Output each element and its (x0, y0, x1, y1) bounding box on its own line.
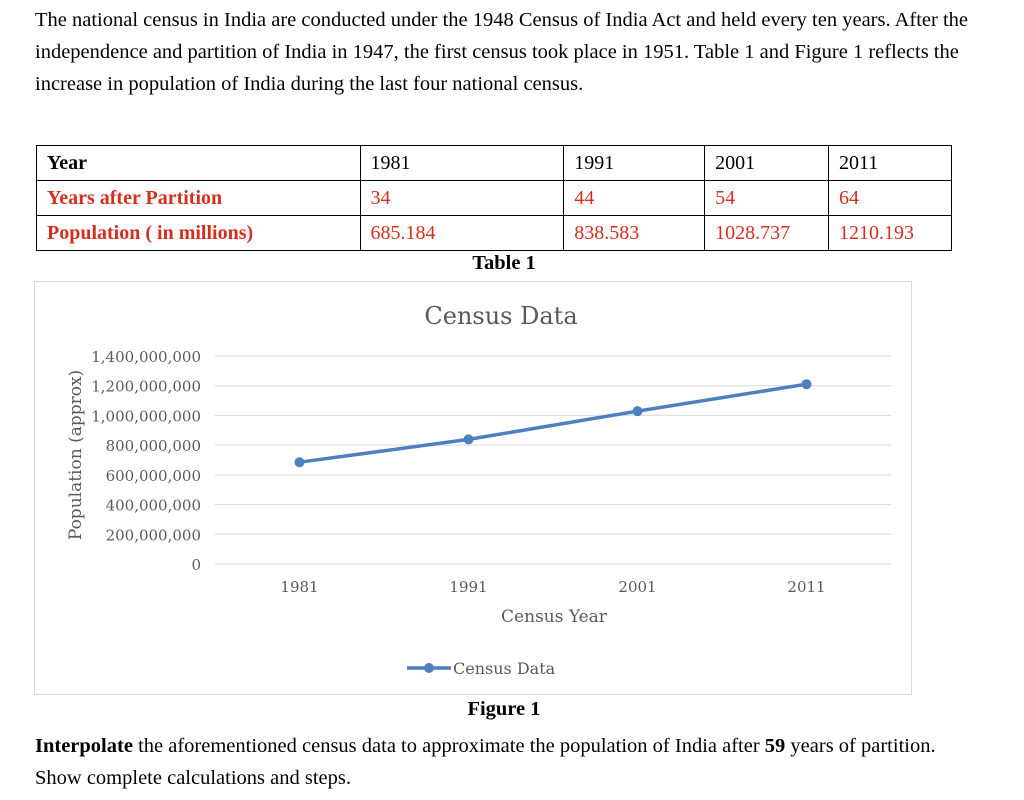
chart-canvas: Census Data Census Year Population (appr… (66, 302, 891, 678)
data-point (463, 434, 474, 445)
question-bold-years: 59 (764, 735, 786, 757)
series-line (299, 382, 807, 464)
y-tick-label: 200,000,000 (106, 526, 201, 544)
table-row-years-after-partition: Years after Partition 34 44 54 64 (36, 180, 952, 216)
row-label: Years after Partition (36, 180, 361, 216)
y-tick-label: 800,000,000 (106, 437, 201, 455)
legend: Census Data (407, 659, 556, 678)
census-chart: Census Data Census Year Population (appr… (34, 281, 912, 695)
table-cell: 685.184 (359, 215, 565, 251)
table-row-year: Year 1981 1991 2001 2011 (36, 145, 952, 181)
intro-paragraph: The national census in India are conduct… (35, 9, 969, 95)
question-part-b: years of partition. Show complete calcul… (35, 735, 936, 789)
y-tick-labels: 0 200,000,000 400,000,000 600,000,000 800,00… (91, 348, 201, 574)
table-cell: 1028.737 (704, 215, 830, 251)
y-tick-label: 1,000,000,000 (91, 407, 201, 425)
x-tick-label: 1991 (449, 578, 487, 596)
y-tick-label: 0 (191, 556, 201, 574)
y-tick-label: 1,400,000,000 (91, 348, 201, 366)
table-cell: 54 (704, 180, 830, 216)
figure-caption: Figure 1 (467, 698, 541, 720)
table-cell: 838.583 (563, 215, 706, 251)
table-cell: 64 (828, 180, 952, 216)
question-text: Interpolate the aforementioned census da… (35, 730, 985, 794)
census-table: Year 1981 1991 2001 2011 Years after Par… (36, 145, 952, 251)
y-tick-label: 1,200,000,000 (91, 378, 201, 396)
table-cell: 34 (359, 180, 565, 216)
x-axis-title: Census Year (501, 607, 608, 627)
table-cell: 1210.193 (828, 215, 952, 251)
table-cell: 44 (563, 180, 706, 216)
y-tick-label: 600,000,000 (106, 467, 201, 485)
chart-title: Census Data (424, 302, 577, 330)
y-axis-title: Population (approx) (66, 370, 86, 540)
gridlines (215, 355, 891, 565)
table-caption: Table 1 (472, 252, 536, 274)
table-cell: 1981 (359, 145, 565, 181)
y-tick-label: 400,000,000 (106, 497, 201, 515)
table-row-population: Population ( in millions) 685.184 838.58… (36, 215, 952, 251)
x-tick-labels: 1981 1991 2001 2011 (280, 578, 825, 596)
data-point (801, 379, 812, 390)
legend-label: Census Data (453, 659, 556, 678)
data-point (632, 406, 643, 417)
table-cell: 2001 (704, 145, 830, 181)
question-part-a: the aforementioned census data to approx… (132, 735, 765, 757)
x-tick-label: 1981 (280, 578, 318, 596)
question-bold-verb: Interpolate (35, 735, 133, 757)
table-cell: 2011 (828, 145, 952, 181)
series-census-data (294, 379, 812, 468)
legend-marker (424, 663, 434, 673)
x-tick-label: 2011 (787, 578, 825, 596)
row-label: Year (36, 145, 361, 181)
row-label: Population ( in millions) (36, 215, 361, 251)
data-point (294, 457, 305, 468)
table-cell: 1991 (563, 145, 706, 181)
x-tick-label: 2001 (618, 578, 656, 596)
